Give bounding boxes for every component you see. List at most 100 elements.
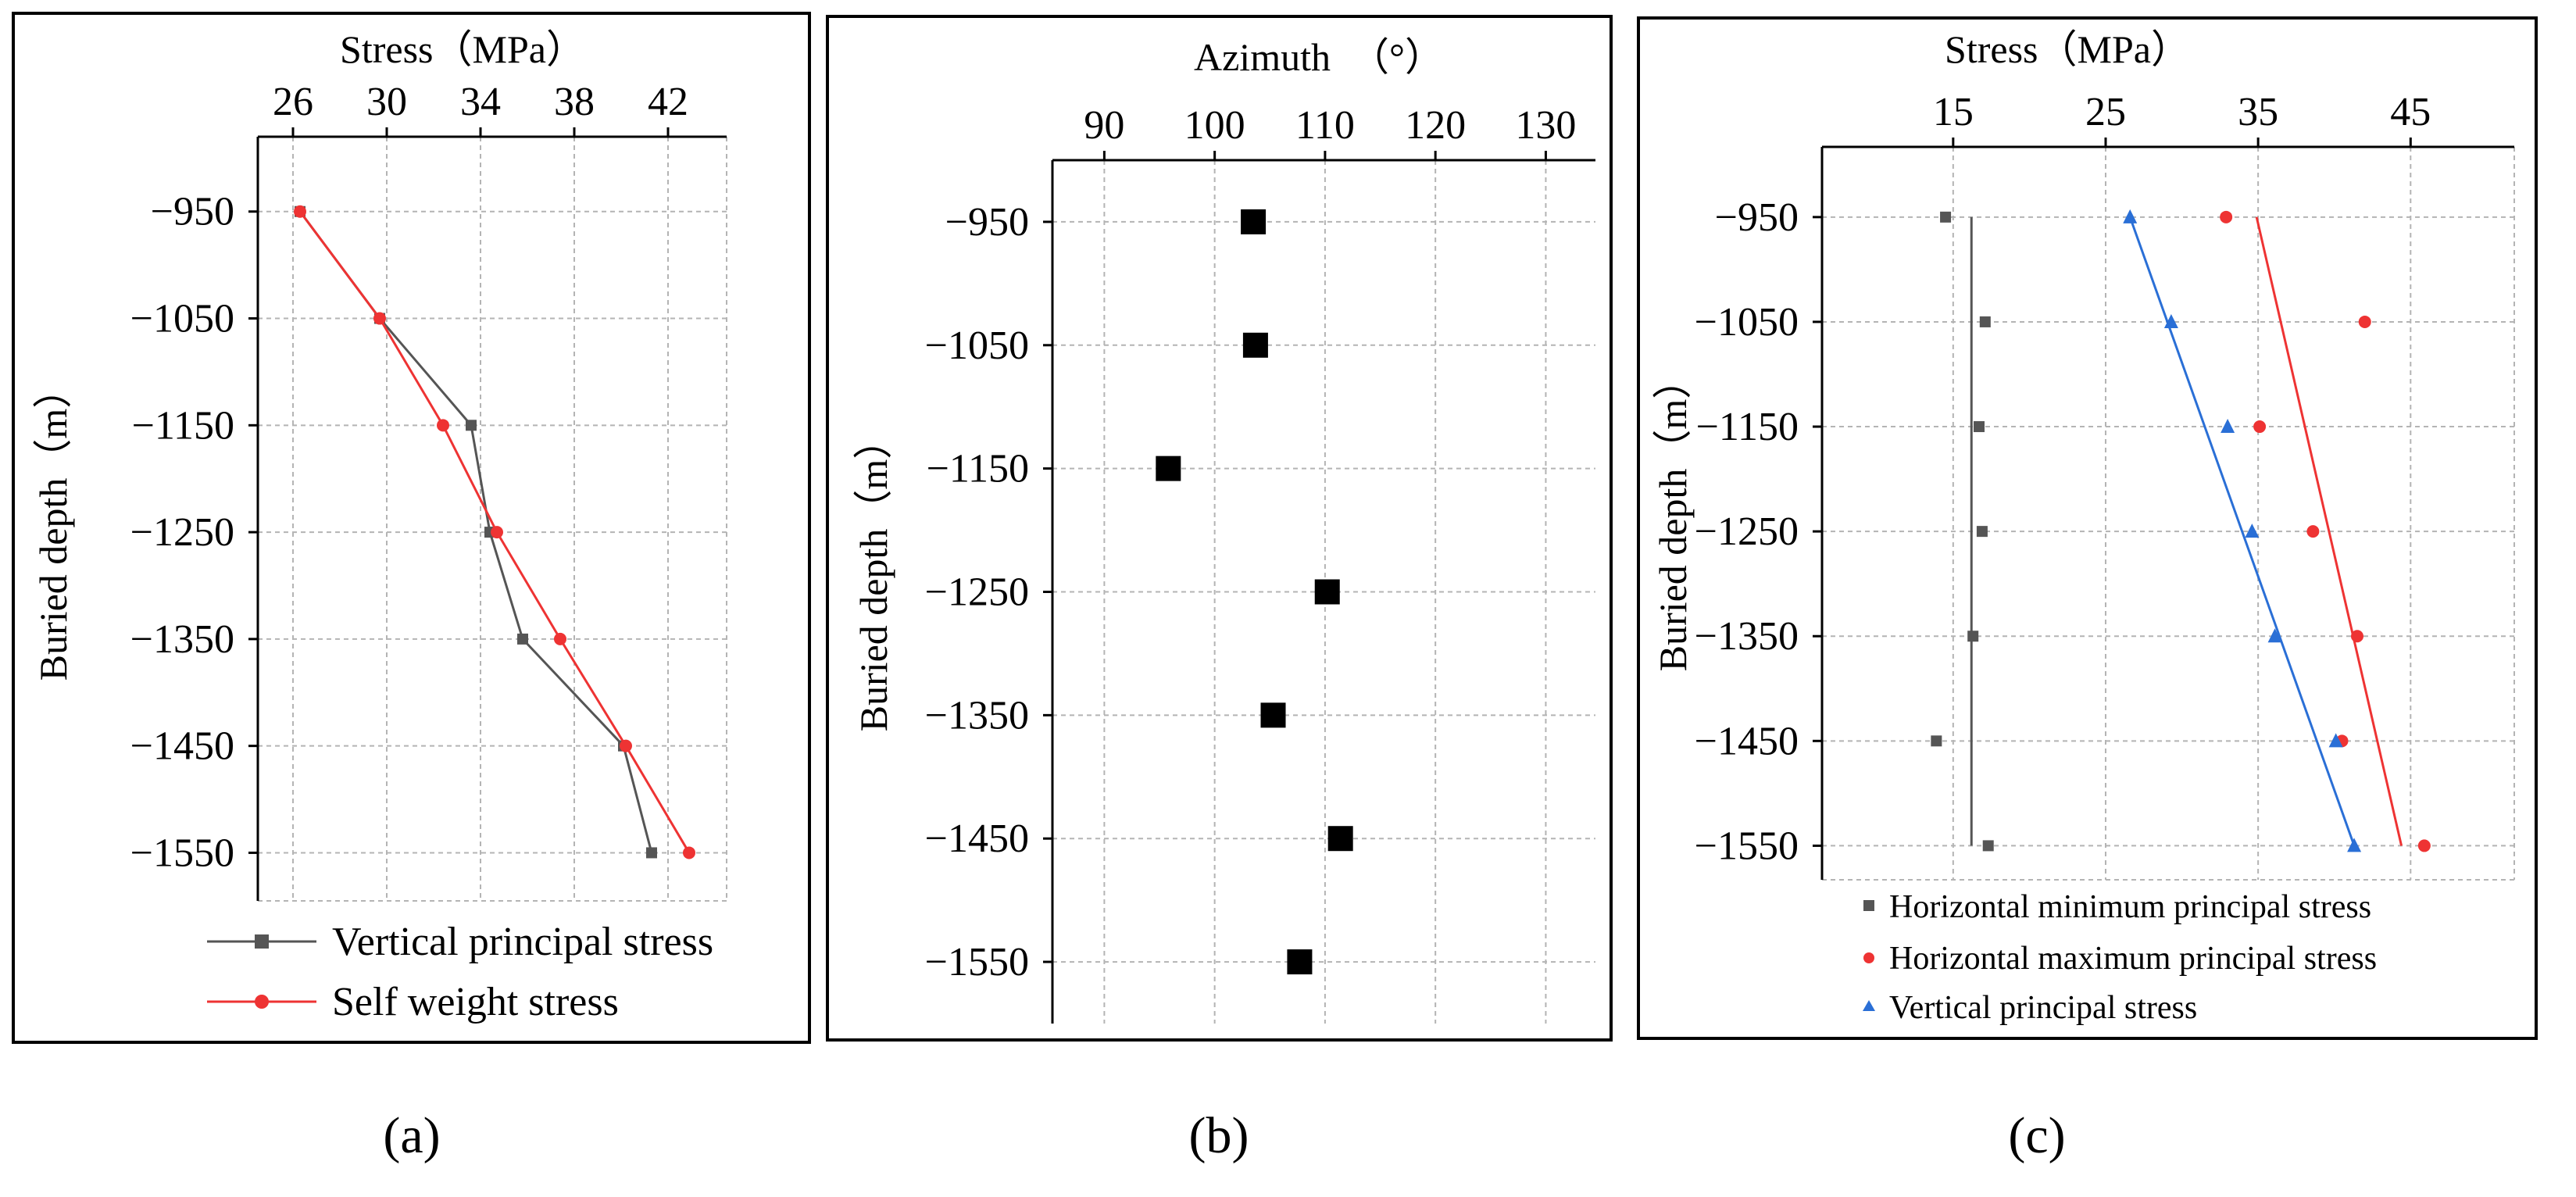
panel-b-series-0-point xyxy=(1241,209,1267,234)
panel-c-series-0-point xyxy=(1940,211,1952,223)
panel-c-series-0-point xyxy=(1931,735,1942,747)
panel-c-legend-label-hmin: Horizontal minimum principal stress xyxy=(1889,889,2371,925)
panel-b-y-tick-label: −1450 xyxy=(925,816,1029,861)
panel-b-x-tick-label: 120 xyxy=(1405,103,1466,148)
panel-c-series-1-point xyxy=(2358,315,2371,328)
panel-a-x-tick-label: 38 xyxy=(554,80,595,124)
panel-c-series-0-point xyxy=(1976,526,1988,538)
panel-b-x-tick-label: 90 xyxy=(1084,103,1124,148)
panel-c-y-tick-label: −1550 xyxy=(1695,824,1799,868)
panel-c-series-1-trendline xyxy=(2255,216,2403,846)
panel-c-series-2-point xyxy=(2328,733,2343,748)
panel-a-series-0-point xyxy=(517,633,528,645)
panel-a-y-tick-label: −1550 xyxy=(130,831,234,875)
panel-c-series-0-point xyxy=(1982,840,1994,852)
panel-a-series-1-point xyxy=(620,739,632,752)
panel-b-caption: (b) xyxy=(1189,1107,1249,1164)
panel-c-legend-label-vertical: Vertical principal stress xyxy=(1889,990,2197,1026)
panel-b-series-0-point xyxy=(1287,949,1313,975)
panel-a-y-axis-title: Buried depth（m） xyxy=(31,370,75,681)
panel-c-series-1-point xyxy=(2306,525,2320,538)
panel-a-legend-marker-self-weight xyxy=(255,995,269,1009)
panel-a-series-1-point xyxy=(373,312,386,325)
panel-b-frame xyxy=(826,15,1613,1042)
panel-c-frame xyxy=(1637,16,2538,1040)
panel-c-y-axis-title: Buried depth（m） xyxy=(1651,360,1695,672)
panel-c-x-tick-label: 35 xyxy=(2238,90,2278,134)
panel-b-series-0-point xyxy=(1242,332,1268,358)
panel-a-legend-label-self-weight: Self weight stress xyxy=(332,980,619,1024)
panel-a-y-tick-label: −1150 xyxy=(132,403,234,448)
panel-b-y-tick-label: −1150 xyxy=(927,447,1029,491)
panel-b-y-tick-label: −1050 xyxy=(925,323,1029,368)
panel-c-series-0-point xyxy=(1979,316,1991,327)
panel-c-series-1-point xyxy=(2253,420,2267,434)
panel-a-legend-label-vertical: Vertical principal stress xyxy=(332,920,713,964)
panel-b-x-tick-label: 110 xyxy=(1295,103,1355,148)
panel-a-legend: Vertical principal stress Self weight st… xyxy=(207,920,713,1024)
panel-b-x-tick-label: 100 xyxy=(1184,103,1245,148)
panel-c-series-1-point xyxy=(2417,839,2431,852)
panel-a-x-tick-label: 42 xyxy=(648,80,688,124)
panel-c-series-0-point xyxy=(1967,631,1979,642)
panel-c-series-2-point xyxy=(2245,523,2260,538)
panel-c-x-tick-label: 15 xyxy=(1933,90,1974,134)
panel-c-legend: Horizontal minimum principal stress Hori… xyxy=(1863,889,2377,1026)
panel-a-series-1-point xyxy=(683,846,695,859)
panel-c-legend-marker-hmin xyxy=(1863,900,1874,911)
panel-b-y-tick-label: −1550 xyxy=(925,940,1029,984)
panel-a-y-tick-label: −1350 xyxy=(130,617,234,662)
panel-a-y-tick-label: −1250 xyxy=(130,510,234,555)
panel-c-y-tick-label: −1150 xyxy=(1696,405,1799,449)
panel-a-x-axis-title: Stress（MPa） xyxy=(340,27,585,71)
panel-c-x-axis-title: Stress（MPa） xyxy=(1945,27,2190,71)
panel-c-series-2-point xyxy=(2347,838,2362,852)
panel-c-series-0-point xyxy=(1974,421,1985,433)
panel-a: Stress（MPa） Buried depth（m） 26 30 34 38 42 −9… xyxy=(12,12,811,1044)
panel-c-series-2-point xyxy=(2221,419,2235,434)
panel-a-frame xyxy=(12,12,811,1044)
panel-a-series-0-point xyxy=(646,847,657,859)
panel-b-plot: 90 100 110 120 130 −950 −1050 −1150 −1250 −1350 −1… xyxy=(925,103,1595,1024)
panel-c-y-tick-label: −950 xyxy=(1715,195,1799,240)
panel-c: Stress（MPa） Buried depth（m） 15 25 35 45 −950… xyxy=(1637,16,2538,1040)
panel-c-series-1-point xyxy=(2350,630,2363,643)
panel-a-caption: (a) xyxy=(383,1107,440,1164)
panel-c-x-tick-label: 45 xyxy=(2390,90,2431,134)
panel-a-series-1-point xyxy=(437,419,449,432)
panel-c-y-tick-label: −1450 xyxy=(1695,719,1799,763)
panel-a-x-tick-label: 26 xyxy=(273,80,313,124)
panel-c-legend-marker-hmax xyxy=(1863,952,1874,963)
panel-b-series-0-point xyxy=(1156,456,1181,481)
panel-a-y-tick-label: −1050 xyxy=(130,297,234,341)
panel-a-series-1-point xyxy=(554,632,566,645)
panel-b-series-0-point xyxy=(1260,702,1286,728)
panel-b-y-tick-label: −1250 xyxy=(925,570,1029,615)
panel-c-y-tick-label: −1050 xyxy=(1695,300,1799,345)
panel-c-legend-label-hmax: Horizontal maximum principal stress xyxy=(1889,941,2377,977)
panel-b-series-0-point xyxy=(1327,826,1353,852)
panel-c-series-2-point xyxy=(2267,628,2282,643)
panel-a-x-tick-label: 34 xyxy=(460,80,501,124)
panel-c-y-tick-label: −1350 xyxy=(1695,614,1799,659)
panel-c-x-tick-label: 25 xyxy=(2085,90,2126,134)
panel-b-y-tick-label: −1350 xyxy=(925,693,1029,738)
panel-b-x-tick-label: 130 xyxy=(1515,103,1576,148)
panel-a-series-0-point xyxy=(466,420,477,431)
panel-c-caption: (c) xyxy=(2008,1107,2065,1164)
panel-c-series-1-point xyxy=(2220,210,2233,223)
panel-b: Azimuth （°） Buried depth（m） 90 100 110 120 1… xyxy=(826,15,1613,1042)
panel-a-y-tick-label: −1450 xyxy=(130,724,234,769)
panel-b-y-axis-title: Buried depth（m） xyxy=(852,420,895,732)
panel-b-x-axis-title: Azimuth （°） xyxy=(1194,35,1444,79)
panel-c-legend-marker-vertical xyxy=(1863,1000,1875,1011)
panel-b-y-tick-label: −950 xyxy=(945,200,1029,245)
panel-a-legend-marker-vertical xyxy=(255,934,269,949)
panel-a-series-1-point xyxy=(294,205,306,218)
panel-c-y-tick-label: −1250 xyxy=(1695,509,1799,554)
panel-c-plot: 15 25 35 45 −950 −1050 −1150 −1250 −1350 −1450 −15… xyxy=(1695,90,2515,881)
panel-a-y-tick-label: −950 xyxy=(151,190,234,234)
panel-a-series-1-point xyxy=(491,526,503,539)
panel-a-plot: 26 30 34 38 42 −950 −1050 −1150 −1250 −1350 −1450 −… xyxy=(130,80,727,902)
